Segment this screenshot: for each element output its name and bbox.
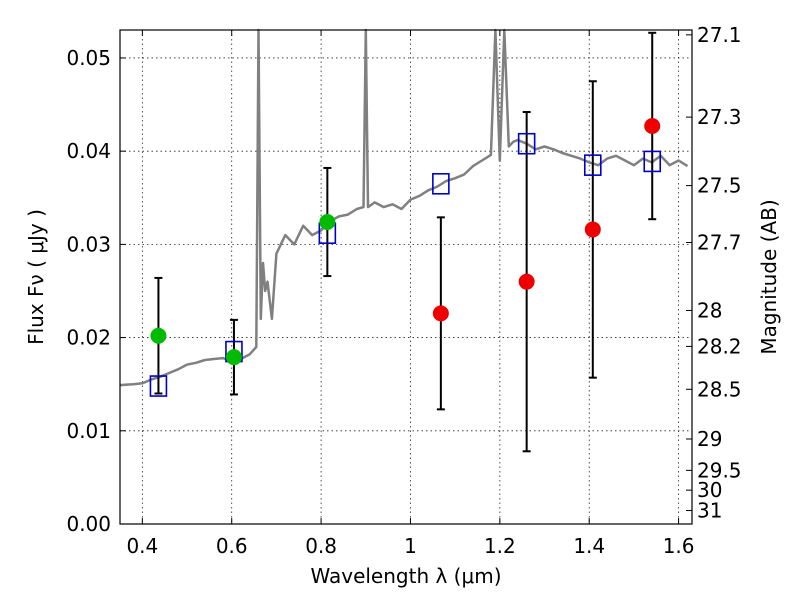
x-tick-label: 0.8	[305, 534, 337, 558]
y-tick-label: 0.00	[66, 512, 111, 536]
y-tick-label: 0.03	[66, 232, 111, 256]
x-tick-label: 0.4	[126, 534, 158, 558]
right-tick-label: 28.5	[697, 377, 742, 401]
axis-ticks: 0.4 0.6 0.8 1 1.2 1.4 1.6 0.00 0.01 0.02 0.03 0.04 0…	[66, 23, 741, 558]
detection-point	[319, 214, 336, 231]
right-tick-label: 27.1	[697, 23, 742, 47]
y-tick-label: 0.02	[66, 326, 111, 350]
x-tick-label: 1.4	[573, 534, 605, 558]
error-bars	[154, 31, 657, 453]
red-point	[518, 273, 535, 290]
spectrum-line	[119, 28, 689, 387]
detection-point	[150, 327, 167, 344]
x-tick-label: 1	[404, 534, 417, 558]
model-point	[517, 132, 536, 155]
y-tick-label: 0.04	[66, 139, 111, 163]
right-tick-label: 27.3	[697, 105, 742, 129]
red-point	[644, 118, 661, 135]
right-tick-label: 29.5	[697, 458, 742, 482]
detections-series	[150, 214, 336, 366]
x-tick-label: 1.2	[484, 534, 516, 558]
grid-lines	[120, 30, 692, 525]
x-axis-label: Wavelength λ (μm)	[310, 564, 501, 588]
plot-frame	[119, 29, 693, 525]
right-tick-label: 27.7	[697, 231, 742, 255]
y-tick-label: 0.05	[66, 46, 111, 70]
spectrum-series	[119, 28, 689, 387]
right-tick-label: 29	[697, 427, 722, 451]
x-tick-label: 1.6	[663, 534, 695, 558]
right-tick-label: 27.5	[697, 174, 742, 198]
right-y-axis-label: Magnitude (AB)	[757, 199, 781, 354]
right-tick-label: 31	[697, 499, 722, 523]
model-point	[643, 150, 662, 173]
right-tick-label: 28	[697, 298, 722, 322]
y-tick-label: 0.01	[66, 419, 111, 443]
model-point	[583, 154, 602, 176]
right-tick-label: 28.2	[697, 334, 742, 358]
model-point	[432, 172, 450, 195]
right-tick-label: 30	[697, 478, 722, 502]
red-point	[584, 221, 601, 238]
model-point	[149, 375, 168, 397]
y-axis-label: Flux Fν ( μJy )	[24, 209, 48, 345]
x-tick-label: 0.6	[216, 534, 248, 558]
red-point	[432, 305, 449, 322]
detection-point	[225, 349, 242, 366]
red-measurements-series	[432, 118, 661, 322]
